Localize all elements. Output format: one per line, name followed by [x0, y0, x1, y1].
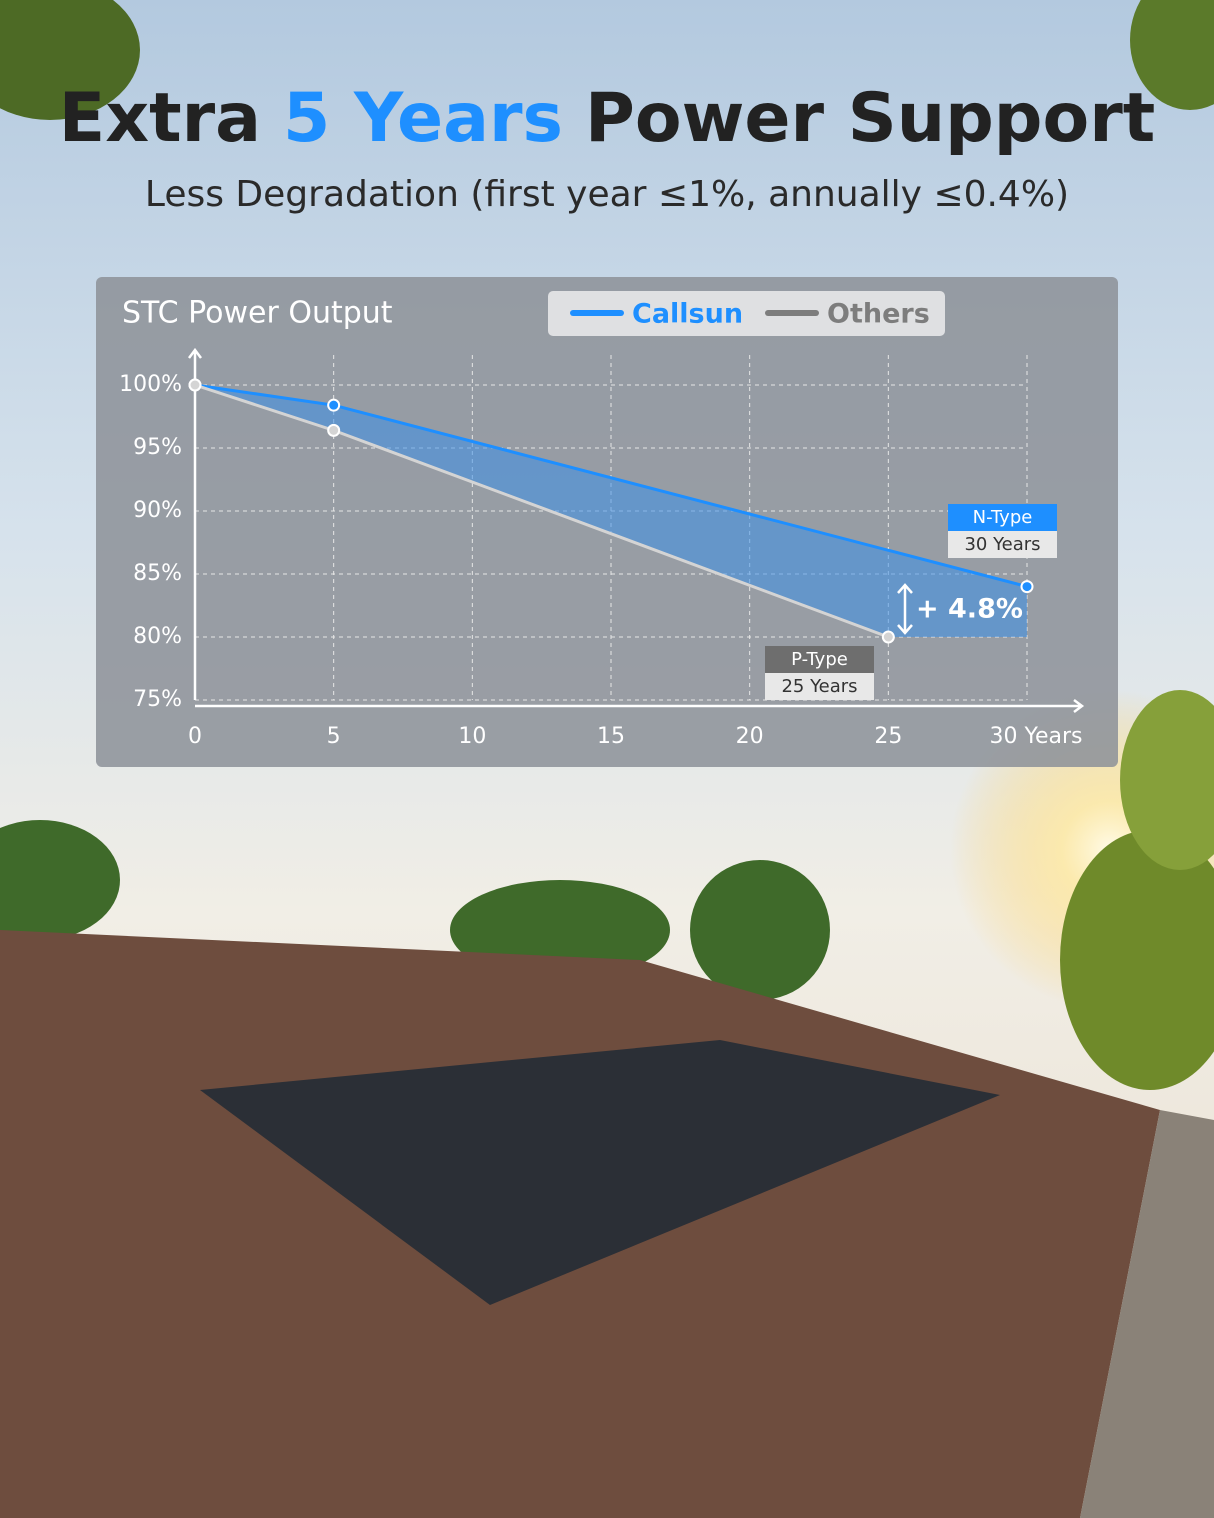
x-tick-label: 20	[736, 724, 764, 749]
gap-area	[195, 385, 1027, 637]
tag-top	[765, 646, 874, 673]
tag-bottom	[948, 531, 1057, 558]
x-tick-label: 30 Years	[989, 724, 1082, 749]
x-axis	[195, 699, 1085, 713]
tag-years: 25 Years	[781, 676, 857, 697]
data-point	[327, 423, 341, 437]
title-highlight: 5 Years	[283, 79, 563, 158]
legend-label: Callsun	[632, 299, 743, 330]
y-tick-label: 75%	[133, 687, 182, 712]
solar-panels	[200, 1040, 1000, 1305]
title-part: Extra	[59, 79, 261, 158]
tag-type: N-Type	[973, 507, 1033, 528]
x-tick-label: 10	[458, 724, 486, 749]
gain-label: + 4.8%	[916, 594, 1023, 625]
y-axis	[188, 347, 202, 700]
legend	[548, 291, 945, 336]
tag-years: 30 Years	[964, 534, 1040, 555]
gain-arrow	[897, 583, 913, 635]
house-wall	[1080, 1110, 1214, 1518]
y-tick-label: 80%	[133, 624, 182, 649]
data-point	[327, 398, 341, 412]
legend-label: Others	[827, 299, 930, 330]
y-tick-label: 85%	[133, 561, 182, 586]
data-point	[881, 630, 895, 644]
x-tick-label: 15	[597, 724, 625, 749]
tag-type: P-Type	[791, 649, 848, 670]
chart-title: STC Power Output	[122, 296, 393, 331]
y-tick-label: 100%	[119, 372, 182, 397]
data-point	[1020, 580, 1034, 594]
subtitle: Less Degradation (first year ≤1%, annual…	[145, 174, 1069, 215]
x-tick-label: 0	[188, 724, 202, 749]
y-tick-label: 90%	[133, 498, 182, 523]
data-point	[188, 378, 202, 392]
x-tick-label: 5	[327, 724, 341, 749]
title-part: Power Support	[585, 79, 1155, 158]
page-title: Extra 5 Years Power Support	[59, 79, 1155, 158]
trees	[0, 0, 1214, 1090]
tag-bottom	[765, 673, 874, 700]
x-tick-label: 25	[874, 724, 902, 749]
y-tick-label: 95%	[133, 435, 182, 460]
tag-top	[948, 504, 1057, 531]
